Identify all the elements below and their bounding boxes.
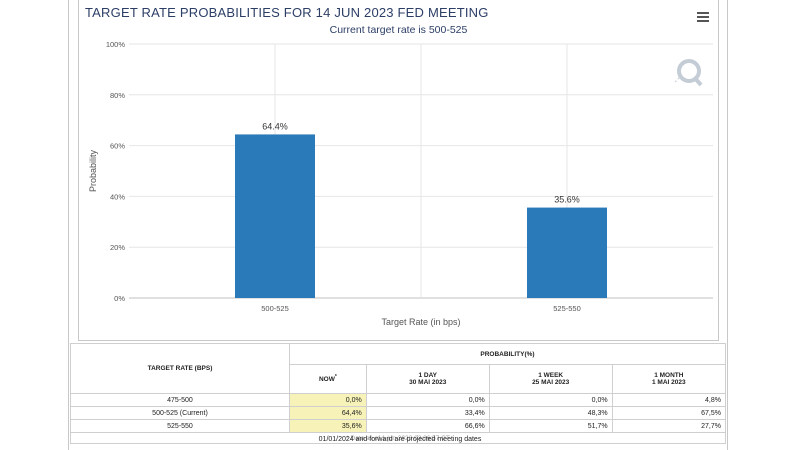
probability-cell: 0,0% <box>365 393 490 407</box>
target-rate-cell: 475-500 <box>70 393 290 407</box>
target-rate-cell: 500-525 (Current) <box>70 406 290 420</box>
data-as-of-note: * Data as of 1 jun 2023 02:36:57 CT <box>70 432 726 444</box>
rate-column-header: TARGET RATE (BPS) <box>70 343 290 394</box>
probability-cell: 4,8% <box>611 393 727 407</box>
y-tick-label: 60% <box>110 142 125 151</box>
probability-cell: 51,7% <box>488 419 613 433</box>
bar-chart-plot: 0% 20% 40% 60% 80% 100% 64.4% 500-525 35.6% 525-5… <box>88 40 713 327</box>
period-column-header: 1 MONTH 1 MAI 2023 <box>611 364 727 394</box>
period-column-header: 1 WEEK 25 MAI 2023 <box>488 364 613 394</box>
probability-cell: 67,5% <box>611 406 727 420</box>
period-column-header: NOW* <box>289 364 367 394</box>
x-axis-title: Target Rate (in bps) <box>381 317 460 327</box>
y-tick-label: 0% <box>114 294 125 303</box>
table-row: 525-550 35,6% 66,6% 51,7% 27,7% <box>70 419 727 433</box>
y-tick-label: 40% <box>110 192 125 201</box>
period-column-header: 1 DAY 30 MAI 2023 <box>365 364 490 394</box>
probability-cell: 33,4% <box>365 406 490 420</box>
probability-table: TARGET RATE (BPS) PROBABILITY(%) NOW* 1 D… <box>70 343 727 444</box>
probability-cell: 64,4% <box>289 406 367 420</box>
asterisk-marker: * <box>334 374 337 381</box>
chart-subtitle: Current target rate is 500-525 <box>329 24 468 36</box>
probability-table-wrap: TARGET RATE (BPS) PROBABILITY(%) NOW* 1 D… <box>70 343 727 444</box>
y-tick-label: 80% <box>110 91 125 100</box>
table-row: 500-525 (Current) 64,4% 33,4% 48,3% 67,5% <box>70 406 727 420</box>
chart-container: TARGET RATE PROBABILITIES FOR 14 JUN 202… <box>78 0 719 341</box>
period-date: 30 MAI 2023 <box>409 379 447 386</box>
x-tick-label: 500-525 <box>261 304 289 313</box>
table-row: 475-500 0,0% 0,0% 0,0% 4,8% <box>70 393 727 407</box>
probability-cell: 27,7% <box>611 419 727 433</box>
period-label: 1 DAY <box>418 372 438 379</box>
bar-data-label: 64.4% <box>262 121 288 131</box>
projected-dates-footnote: 01/01/2024 and forward are projected mee… <box>318 436 482 443</box>
bar-data-label: 35.6% <box>554 195 580 205</box>
hamburger-menu-icon[interactable] <box>697 12 709 22</box>
probability-column-header: PROBABILITY(%) <box>289 343 726 365</box>
y-tick-label: 100% <box>106 40 126 49</box>
period-label: 1 MONTH <box>654 372 684 379</box>
period-date: 25 MAI 2023 <box>532 379 570 386</box>
probability-cell: 0,0% <box>488 393 613 407</box>
quikstrike-q-logo-icon <box>674 59 703 87</box>
x-tick-label: 525-550 <box>553 304 581 313</box>
y-axis-title: Probability <box>88 149 98 192</box>
probability-cell: 66,6% <box>365 419 490 433</box>
probability-cell: 48,3% <box>488 406 613 420</box>
period-label: NOW <box>318 376 335 384</box>
bar-500-525 <box>235 134 315 298</box>
probability-cell: 35,6% <box>289 419 367 433</box>
y-tick-label: 20% <box>110 243 125 252</box>
period-label: 1 WEEK <box>538 372 564 379</box>
period-date: 1 MAI 2023 <box>652 379 686 386</box>
left-frame-border <box>68 0 69 450</box>
right-frame-border <box>727 0 728 450</box>
target-rate-cell: 525-550 <box>70 419 290 433</box>
bar-525-550 <box>527 207 607 298</box>
chart-title: TARGET RATE PROBABILITIES FOR 14 JUN 202… <box>85 5 489 20</box>
probability-cell: 0,0% <box>289 393 367 407</box>
